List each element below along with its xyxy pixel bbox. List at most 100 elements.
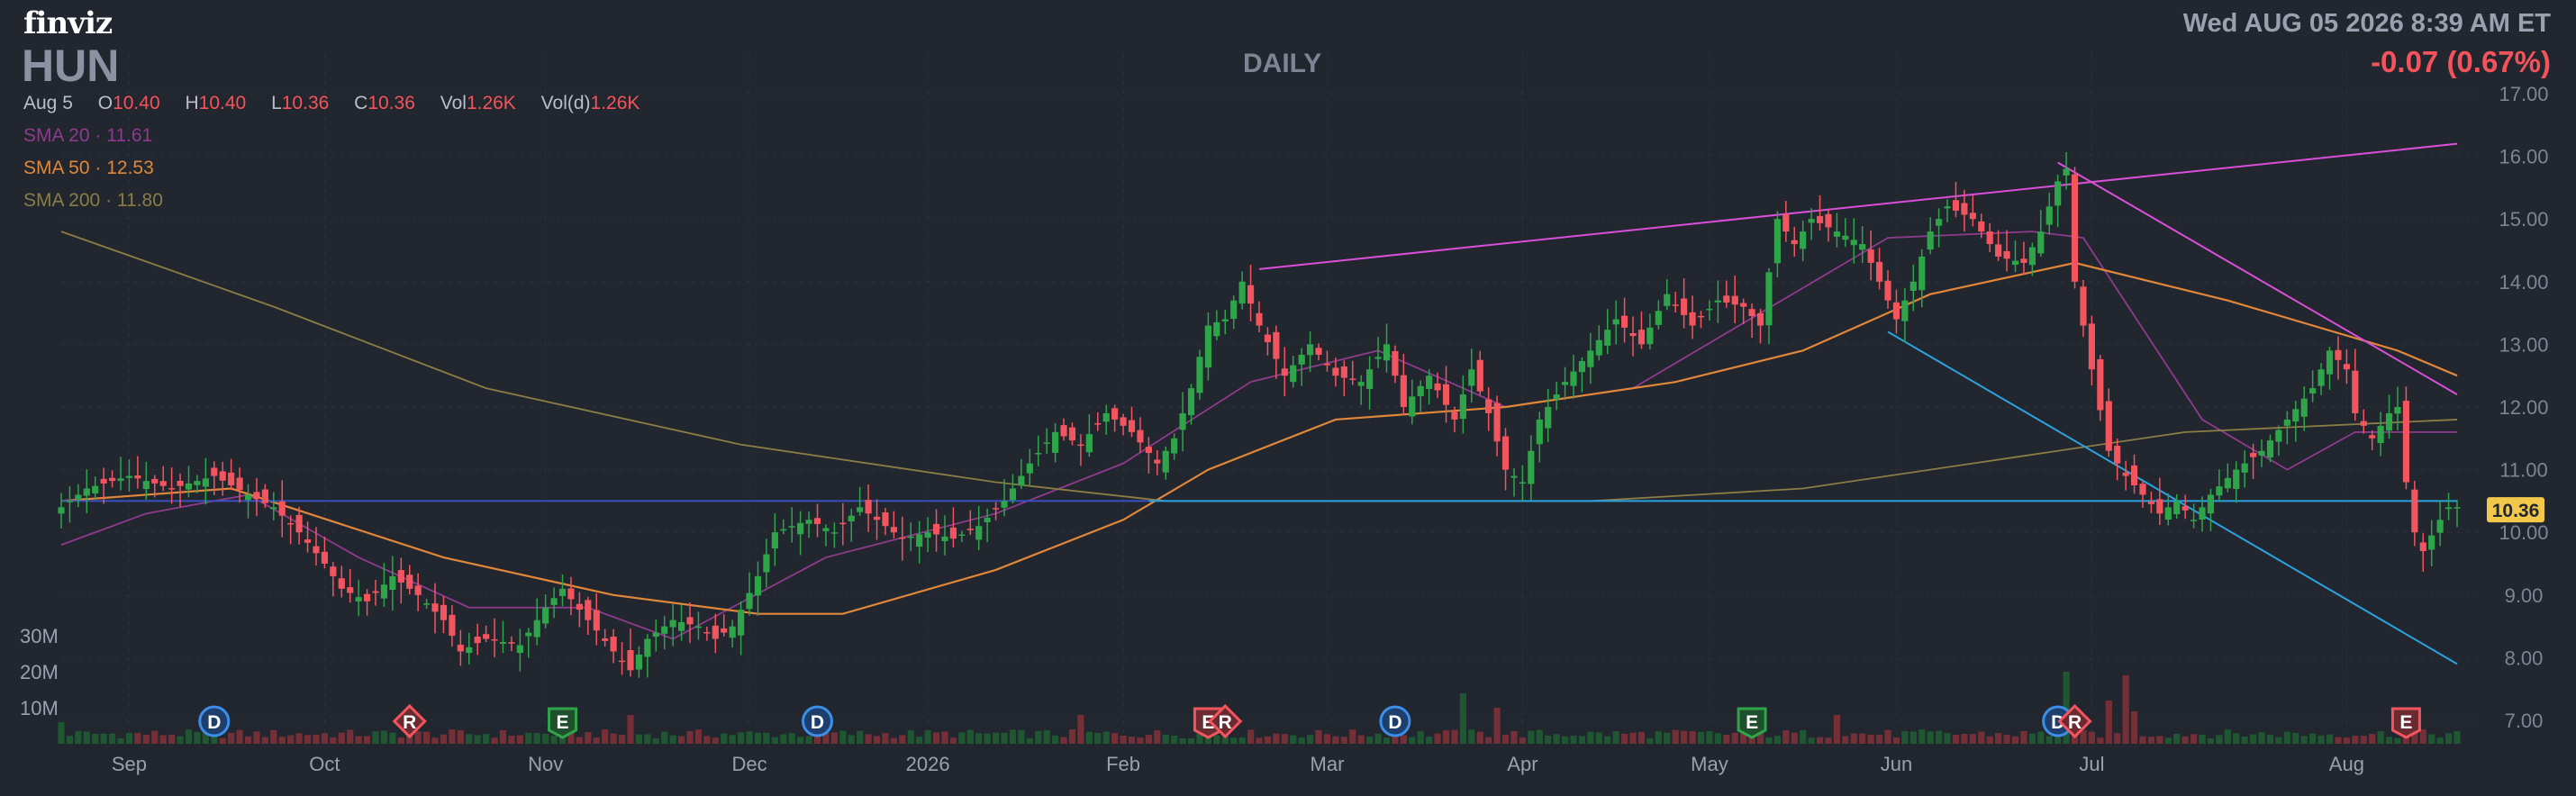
volume-bar (1952, 735, 1960, 744)
candle-body (2394, 407, 2401, 414)
event-marker-D[interactable]: D (1379, 705, 1411, 737)
candle-body (1273, 331, 1280, 359)
volume-bar (1247, 729, 1255, 744)
sma-200-legend[interactable]: SMA 200 · 11.80 (23, 190, 163, 211)
candle (1060, 418, 1067, 441)
candle-body (1612, 319, 1619, 325)
last-price-tag (2487, 497, 2544, 523)
candle-body (491, 638, 498, 641)
candle-body (1587, 350, 1594, 367)
candle (508, 636, 515, 652)
candle (1374, 337, 1382, 368)
candle-body (1901, 300, 1909, 321)
volume-bar (984, 733, 991, 744)
candle (2309, 370, 2317, 403)
volume-bar (2275, 737, 2282, 744)
candle (644, 634, 651, 678)
candle-body (2181, 506, 2189, 511)
candle (1561, 366, 1569, 401)
ticker-symbol: HUN (22, 41, 120, 91)
candle-body (2343, 364, 2350, 370)
sma-50-legend[interactable]: SMA 50 · 12.53 (23, 158, 154, 178)
volume-bar (2385, 737, 2393, 744)
candle (567, 576, 575, 616)
candle (2258, 439, 2265, 467)
dividend-marker (198, 705, 231, 737)
candle-body (1944, 206, 1951, 209)
candle-body (1714, 300, 1721, 303)
candle-body (1281, 368, 1288, 376)
x-tick-label: Sep (112, 753, 147, 775)
volume-bar (2139, 736, 2146, 744)
price-tick-label: 10.00 (2499, 521, 2548, 544)
event-marker-E[interactable]: E (1737, 707, 1767, 739)
candle (1850, 218, 1857, 264)
candle-body (1842, 235, 1849, 240)
candle-body (1221, 319, 1229, 321)
candle-body (567, 588, 575, 600)
event-marker-D[interactable]: D (198, 705, 231, 737)
candle-body (2216, 486, 2223, 496)
candle (2292, 400, 2299, 442)
volume-bar (1392, 733, 1399, 744)
candle (2233, 461, 2240, 503)
volume-bar (924, 729, 931, 744)
event-marker-E[interactable]: E (548, 707, 578, 739)
candle (219, 461, 226, 496)
candle (984, 508, 991, 543)
candle-body (1315, 348, 1322, 355)
candle (1731, 276, 1738, 323)
candle-body (1468, 369, 1475, 386)
sma-20-value: 11.61 (106, 125, 153, 146)
volume-bar (1570, 736, 1577, 744)
finviz-logo[interactable]: finviz (23, 5, 113, 41)
candle (228, 458, 235, 491)
event-marker-label: D (1388, 712, 1401, 733)
event-marker-E[interactable]: E (2390, 707, 2421, 739)
earnings-marker (548, 707, 578, 739)
close-value: 10.36 (367, 93, 415, 113)
volume-bar (295, 733, 303, 744)
candle-body (1179, 412, 1186, 430)
candle-body (2436, 520, 2444, 533)
candle-body (2309, 388, 2317, 393)
dividend-marker (802, 705, 834, 737)
candle-body (1307, 344, 1314, 356)
x-tick-label: Oct (309, 753, 340, 775)
candle-body (1961, 203, 1968, 215)
volume-bar (712, 737, 719, 744)
candle-body (669, 620, 676, 628)
event-marker-R[interactable]: R (1208, 703, 1243, 739)
volume-bar (2360, 736, 2367, 744)
event-marker-label: D (2051, 712, 2064, 733)
volume-bar (1918, 729, 1926, 744)
candle (1281, 347, 1288, 397)
candle (2411, 480, 2418, 547)
price-tick-label: 8.00 (2505, 647, 2544, 669)
sma-20-legend[interactable]: SMA 20 · 11.61 (23, 125, 153, 146)
candle (75, 484, 82, 508)
candle (797, 511, 804, 556)
volume-bar (1018, 729, 1025, 744)
candle (1536, 412, 1543, 463)
candle (1094, 412, 1102, 431)
candle (1519, 465, 1526, 502)
candle (2156, 477, 2163, 525)
volume-bar (1298, 737, 1305, 744)
event-marker-R[interactable]: R (2057, 703, 2092, 739)
event-marker-D[interactable]: D (802, 705, 834, 737)
volume-bar (142, 734, 150, 744)
candle-body (2054, 181, 2062, 206)
volume-bar (466, 734, 473, 744)
candle (2343, 348, 2350, 384)
candle-body (109, 477, 116, 482)
candle (1604, 309, 1611, 355)
volume-bar (738, 732, 745, 744)
volume-bar (966, 729, 974, 744)
candle-body (916, 534, 923, 547)
volume-bar (2181, 736, 2189, 744)
candle-body (134, 475, 141, 479)
volume-bar (449, 729, 456, 744)
event-marker-R[interactable]: R (392, 703, 427, 739)
